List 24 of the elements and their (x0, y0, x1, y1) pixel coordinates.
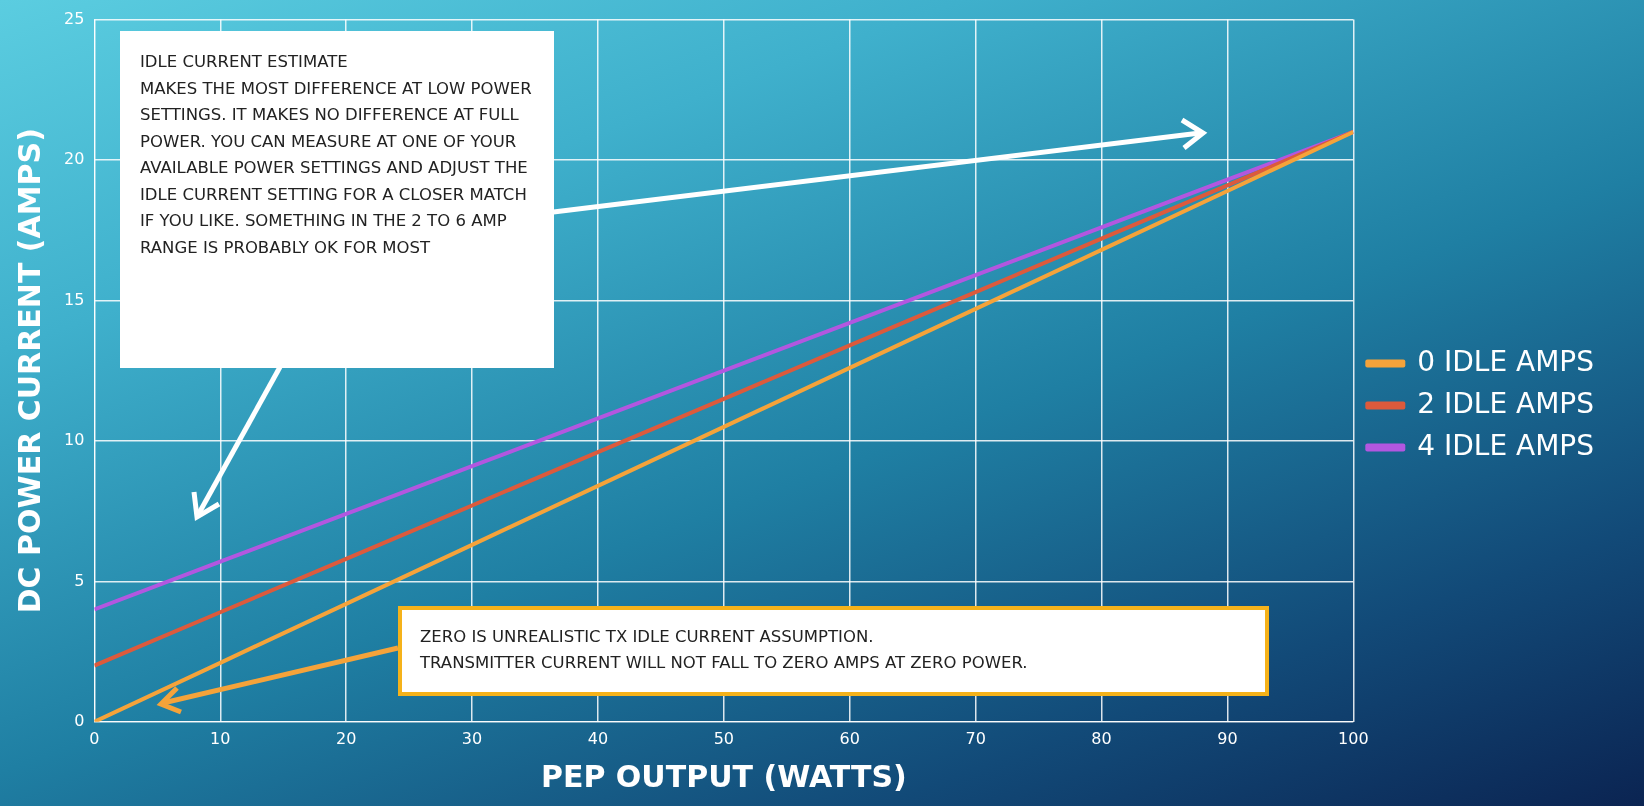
y-tick-label: 0 (74, 710, 85, 730)
legend-label: 2 IDLE AMPS (1417, 386, 1595, 420)
x-tick-label: 0 (89, 728, 100, 748)
x-tick-label: 100 (1338, 728, 1369, 748)
x-tick-label: 70 (965, 728, 986, 748)
legend-label: 0 IDLE AMPS (1417, 344, 1595, 378)
legend-label: 4 IDLE AMPS (1417, 428, 1595, 462)
note-box: IDLE CURRENT ESTIMATE MAKES THE MOST DIFFERENCE AT LOW POWER SETTINGS. IT MAKES NO DIFFERENCE AT FULL POWER. YOU CAN MEASURE AT ONE OF YOUR AVAILABLE POWER SETTINGS AND ADJUST THE IDLE CURRENT SETTING FOR A CLOSER MATCH IF YOU LIKE. SOMETHING IN THE 2 TO 6 AMP RANGE IS PROBABLY OK FOR MOST (120, 31, 554, 368)
y-tick-label: 20 (64, 149, 85, 169)
x-tick-label: 20 (335, 728, 357, 748)
note-box: ZERO IS UNREALISTIC TX IDLE CURRENT ASSUMPTION. TRANSMITTER CURRENT WILL NOT FALL TO ZERO AMPS AT ZERO POWER. (398, 606, 1269, 696)
x-tick-label: 30 (461, 728, 483, 748)
y-tick-label: 25 (64, 8, 85, 28)
y-tick-label: 5 (74, 570, 85, 590)
x-tick-label: 90 (1217, 728, 1238, 748)
y-tick-label: 10 (64, 430, 85, 450)
x-axis-title: PEP OUTPUT (WATTS) (540, 758, 907, 794)
y-tick-label: 15 (64, 289, 85, 309)
x-tick-label: 80 (1091, 728, 1112, 748)
x-tick-label: 10 (210, 728, 231, 748)
y-axis-title: DC POWER CURRENT (AMPS) (11, 128, 47, 614)
x-tick-label: 40 (587, 728, 609, 748)
x-tick-label: 60 (839, 728, 860, 748)
x-tick-label: 50 (713, 728, 735, 748)
